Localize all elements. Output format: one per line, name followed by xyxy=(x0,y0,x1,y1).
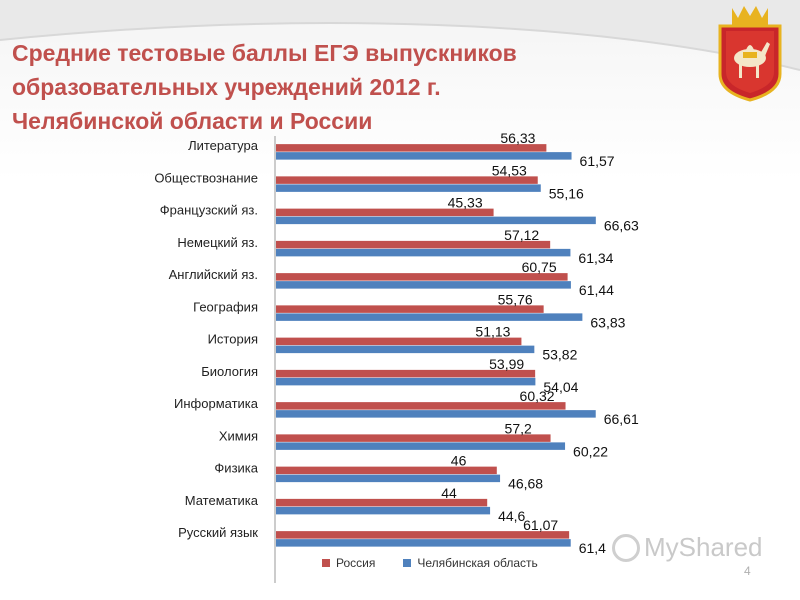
bar-russia-9 xyxy=(276,434,551,442)
bar-chelyabinsk-11 xyxy=(276,506,491,515)
header-swoosh xyxy=(0,0,800,71)
bar-chelyabinsk-6 xyxy=(276,345,535,354)
value-label-chelyabinsk-0: 61,57 xyxy=(580,153,615,169)
bar-russia-0 xyxy=(276,144,547,152)
page-number: 4 xyxy=(744,564,751,578)
title-line-2: образовательных учреждений 2012 г. xyxy=(12,74,441,100)
myshared-logo-icon xyxy=(612,533,640,562)
category-label-11: Математика xyxy=(185,493,259,508)
bar-russia-10 xyxy=(276,466,497,475)
value-label-russia-7: 53,99 xyxy=(489,356,524,372)
value-label-russia-5: 55,76 xyxy=(498,291,533,307)
value-label-russia-12: 61,07 xyxy=(523,517,558,533)
value-label-russia-9: 57,2 xyxy=(505,420,532,436)
bar-chelyabinsk-8 xyxy=(276,410,596,418)
value-label-russia-11: 44 xyxy=(441,485,457,501)
value-label-chelyabinsk-12: 61,4 xyxy=(579,540,606,556)
bars xyxy=(276,144,596,547)
value-label-russia-3: 57,12 xyxy=(504,227,539,243)
bar-russia-4 xyxy=(276,273,568,281)
value-label-russia-0: 56,33 xyxy=(500,130,535,146)
bar-russia-8 xyxy=(276,402,566,410)
category-label-8: Информатика xyxy=(174,396,259,411)
value-label-chelyabinsk-11: 44,6 xyxy=(498,508,525,524)
category-label-5: География xyxy=(193,299,258,314)
legend-swatch-russia xyxy=(322,559,330,567)
value-label-chelyabinsk-3: 61,34 xyxy=(578,250,613,266)
category-label-7: Биология xyxy=(201,364,258,379)
bar-russia-3 xyxy=(276,240,551,249)
chelyabinsk-coat-of-arms-icon xyxy=(718,6,782,102)
category-label-10: Физика xyxy=(214,461,258,476)
watermark: MyShared xyxy=(612,532,763,563)
value-label-russia-2: 45,33 xyxy=(448,195,483,211)
bar-chelyabinsk-9 xyxy=(276,442,566,450)
legend: Россия Челябинская область xyxy=(322,556,538,570)
bar-chelyabinsk-5 xyxy=(276,313,583,321)
watermark-text: MyShared xyxy=(644,532,763,562)
value-label-russia-6: 51,13 xyxy=(475,324,510,340)
bar-chelyabinsk-4 xyxy=(276,281,571,289)
bar-russia-6 xyxy=(276,337,522,346)
legend-label-russia: Россия xyxy=(336,556,376,570)
value-label-chelyabinsk-4: 61,44 xyxy=(579,282,614,298)
value-label-chelyabinsk-1: 55,16 xyxy=(549,185,584,201)
value-label-chelyabinsk-10: 46,68 xyxy=(508,476,543,492)
category-label-1: Обществознание xyxy=(154,170,258,185)
legend-swatch-chelyabinsk xyxy=(403,559,412,567)
value-label-chelyabinsk-2: 66,63 xyxy=(604,218,639,234)
legend-item-russia: Россия xyxy=(322,556,375,570)
category-label-0: Литература xyxy=(188,138,259,153)
value-labels: 56,33 61,57 54,53 55,16 45,33 66,63 57,12 61,34… xyxy=(441,130,639,556)
value-label-chelyabinsk-8: 66,61 xyxy=(604,411,639,427)
bar-chelyabinsk-10 xyxy=(276,474,501,483)
bar-russia-11 xyxy=(276,498,488,507)
category-labels: Литература Обществознание Французский яз. Н… xyxy=(154,138,258,540)
value-label-russia-10: 46 xyxy=(451,453,467,469)
bar-chelyabinsk-7 xyxy=(276,377,536,386)
bar-chelyabinsk-12 xyxy=(276,539,571,547)
value-label-russia-8: 60,32 xyxy=(520,388,555,404)
legend-item-chelyabinsk: Челябинская область xyxy=(403,556,538,570)
title-line-1: Средние тестовые баллы ЕГЭ выпускников xyxy=(12,40,517,66)
title-line-3: Челябинской области и России xyxy=(12,108,373,134)
bar-russia-5 xyxy=(276,305,544,313)
category-label-12: Русский язык xyxy=(178,525,258,540)
bar-chelyabinsk-0 xyxy=(276,152,572,160)
category-label-4: Английский яз. xyxy=(169,267,258,282)
legend-label-chelyabinsk: Челябинская область xyxy=(417,556,538,570)
value-label-chelyabinsk-6: 53,82 xyxy=(542,347,577,363)
bar-russia-2 xyxy=(276,208,494,217)
bar-russia-1 xyxy=(276,176,538,184)
value-label-chelyabinsk-5: 63,83 xyxy=(590,314,625,330)
value-label-russia-1: 54,53 xyxy=(492,162,527,178)
category-label-6: История xyxy=(208,332,258,347)
bar-chelyabinsk-3 xyxy=(276,248,571,257)
value-label-chelyabinsk-7: 54,04 xyxy=(543,379,578,395)
slide-title: Средние тестовые баллы ЕГЭ выпускников о… xyxy=(12,36,652,138)
category-label-9: Химия xyxy=(219,428,258,443)
bar-chelyabinsk-1 xyxy=(276,184,541,192)
bar-chelyabinsk-2 xyxy=(276,216,596,225)
bar-russia-7 xyxy=(276,369,536,378)
category-label-2: Французский яз. xyxy=(160,203,258,218)
category-label-3: Немецкий яз. xyxy=(177,235,258,250)
value-label-chelyabinsk-9: 60,22 xyxy=(573,443,608,459)
value-label-russia-4: 60,75 xyxy=(522,259,557,275)
bar-russia-12 xyxy=(276,531,570,539)
